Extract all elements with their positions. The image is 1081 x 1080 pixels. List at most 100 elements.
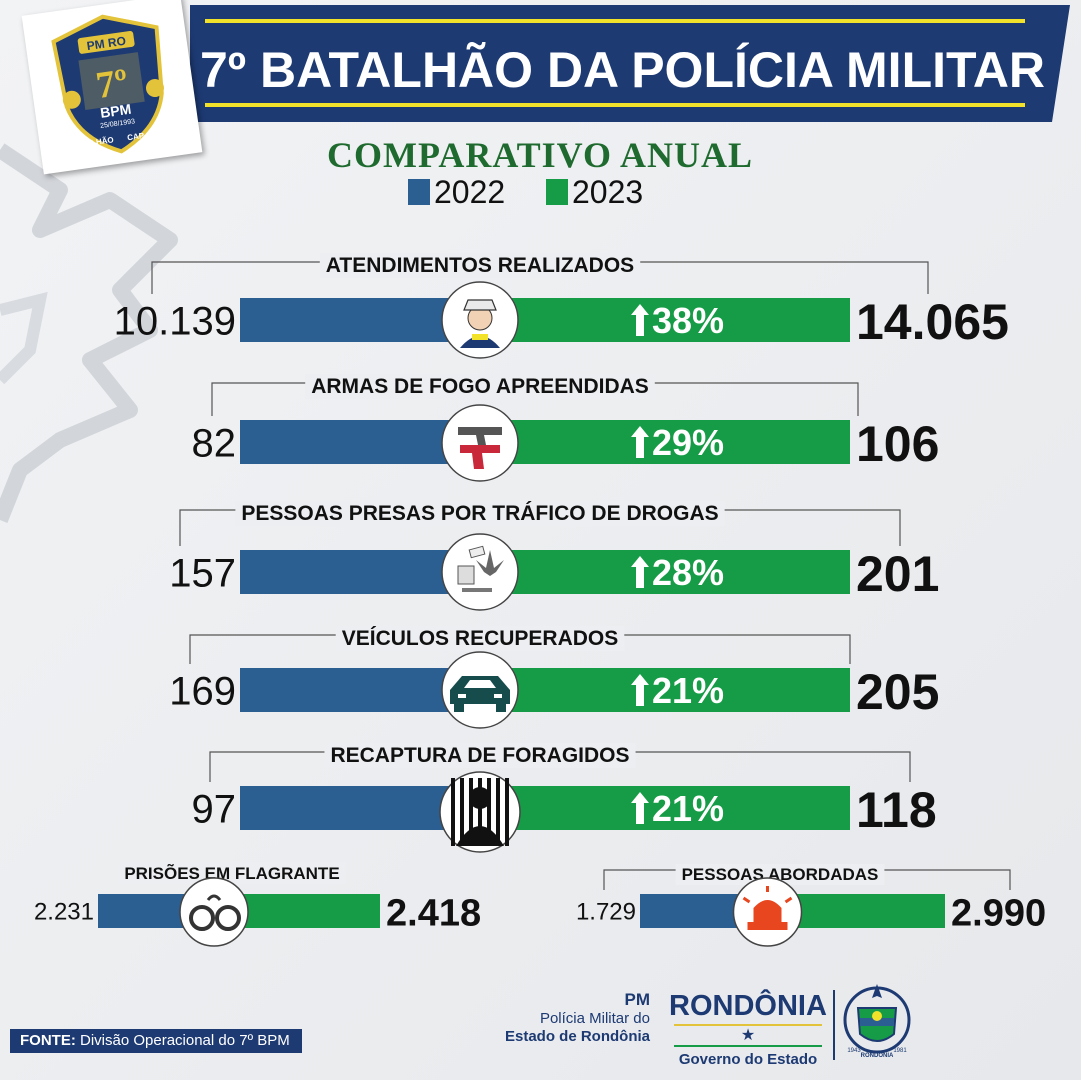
source-text: Divisão Operacional do 7º BPM	[75, 1032, 290, 1049]
bar-2022	[240, 420, 460, 464]
bar-2023	[500, 550, 850, 594]
footer-source: FONTE: Divisão Operacional do 7º BPM	[10, 1029, 302, 1053]
coat-year-right: 1981	[893, 1048, 907, 1054]
up-arrow-icon	[631, 426, 649, 458]
drug-bag	[457, 565, 475, 585]
category-label-bg	[305, 374, 655, 399]
pipe	[462, 588, 492, 592]
cuff-left	[189, 905, 215, 931]
up-arrow-icon	[631, 792, 649, 824]
siren-base	[747, 922, 788, 930]
siren-dome	[753, 900, 782, 922]
legend-label-2022: 2022	[434, 173, 506, 210]
percent-change: 38%	[652, 300, 724, 341]
handgun-icon	[441, 404, 519, 482]
chart-row-recaptura-de-foragidos: RECAPTURA DE FORAGIDOS 97 118 21%	[192, 743, 937, 853]
value-2023: 2.418	[386, 892, 481, 934]
coat-year-left: 1943	[847, 1048, 861, 1054]
category-label: ATENDIMENTOS REALIZADOS	[326, 254, 634, 277]
percent-change: 21%	[652, 670, 724, 711]
percent-change: 21%	[652, 788, 724, 829]
chart-row-veiculos-recuperados: VEÍCULOS RECUPERADOS 169 205 21%	[169, 626, 939, 729]
chart-row-atendimentos-realizados: ATENDIMENTOS REALIZADOS 10.139 14.065 38%	[114, 253, 1009, 359]
car-icon	[441, 651, 519, 729]
value-2022: 10.139	[114, 299, 236, 343]
up-arrow-icon	[631, 304, 649, 336]
car-windshield	[464, 680, 496, 688]
value-2022: 2.231	[34, 899, 94, 926]
logo-abbr: BPM	[99, 101, 132, 121]
jail-bar	[496, 778, 500, 846]
category-label-bg	[675, 864, 885, 885]
value-2023: 118	[856, 782, 937, 838]
value-2022: 1.729	[576, 899, 636, 926]
drugs-icon	[441, 533, 519, 611]
battalion-emblem-icon: PM RO 7º BPM 25/08/1993 BATALHÃO CAP SIL…	[51, 14, 172, 154]
category-label: PESSOAS PRESAS POR TRÁFICO DE DROGAS	[241, 502, 718, 525]
government-logo: RONDÔNIA ★ Governo do Estado	[668, 990, 828, 1070]
footer-divider	[833, 990, 835, 1060]
category-label: RECAPTURA DE FORAGIDOS	[330, 744, 629, 767]
gov-title: RONDÔNIA	[669, 990, 827, 1022]
officer-cap	[463, 299, 497, 311]
star-icon: ★	[740, 1027, 756, 1044]
bar-2023	[780, 894, 945, 928]
siren-rays	[742, 886, 793, 904]
battalion-logo: PM RO 7º BPM 25/08/1993 BATALHÃO CAP SIL…	[21, 0, 203, 175]
car-wheel-right	[496, 704, 506, 712]
category-label: ARMAS DE FOGO APREENDIDAS	[311, 375, 649, 398]
cannabis-leaf	[476, 550, 504, 576]
page-title: 7º BATALHÃO DA POLÍCIA MILITAR	[200, 42, 1046, 98]
bar-2022	[240, 550, 460, 594]
value-2022: 157	[169, 551, 236, 595]
handcuffs-icon	[179, 877, 249, 947]
category-label: VEÍCULOS RECUPERADOS	[342, 627, 619, 650]
logo-top-text: PM RO	[86, 34, 127, 53]
bar-2022	[240, 298, 460, 342]
pm-name-line2: Estado de Rondônia	[504, 1028, 650, 1045]
coat-text: RONDÔNIA	[861, 1051, 894, 1059]
percent-change: 29%	[652, 422, 724, 463]
bar-2023	[500, 420, 850, 464]
value-2023: 106	[856, 416, 939, 472]
bar-2022	[240, 786, 460, 830]
car-light-left	[458, 694, 466, 698]
pm-logo: PM Polícia Militar do Estado de Rondônia	[470, 990, 650, 1046]
logo-number: 7º	[93, 61, 130, 107]
bar-2023	[500, 786, 850, 830]
value-2022: 169	[169, 669, 236, 713]
icon-circle	[441, 533, 519, 611]
chart-row-prisoes-em-flagrante: PRISÕES EM FLAGRANTE 2.231 2.418	[34, 862, 481, 947]
value-2022: 82	[192, 421, 237, 465]
bar-2023	[500, 668, 850, 712]
up-arrow-icon	[631, 556, 649, 588]
value-2023: 2.990	[951, 892, 1046, 934]
bar-2023	[500, 298, 850, 342]
jail-bar	[505, 778, 509, 846]
legend-item-2023: 2023	[546, 174, 643, 210]
category-label-bg	[235, 501, 725, 526]
category-label: PRISÕES EM FLAGRANTE	[124, 863, 339, 883]
blade	[468, 545, 486, 559]
gun-red	[460, 445, 500, 469]
car-light-right	[494, 694, 502, 698]
bar-2022	[240, 668, 460, 712]
header-banner	[190, 5, 1070, 122]
chart-row-pessoas-abordadas: PESSOAS ABORDADAS 1.729 2.990	[576, 864, 1046, 947]
jail-bar	[451, 778, 455, 846]
chart-row-pessoas-presas-por-trafico-de-drogas: PESSOAS PRESAS POR TRÁFICO DE DROGAS 157 2…	[169, 501, 939, 611]
legend-swatch-2023	[546, 179, 568, 205]
legend-item-2022: 2022	[408, 173, 506, 210]
category-label-bg	[118, 862, 346, 884]
pm-abbr: PM	[624, 990, 651, 1009]
jail-bar	[487, 778, 491, 846]
value-2023: 201	[856, 546, 939, 602]
logo-date: 25/08/1993	[100, 118, 136, 130]
value-2023: 205	[856, 664, 939, 720]
category-label-bg	[324, 743, 636, 768]
cuff-right	[215, 905, 241, 931]
jail-bar	[478, 778, 482, 846]
car-wheel-left	[454, 704, 464, 712]
source-label: FONTE:	[20, 1032, 76, 1049]
